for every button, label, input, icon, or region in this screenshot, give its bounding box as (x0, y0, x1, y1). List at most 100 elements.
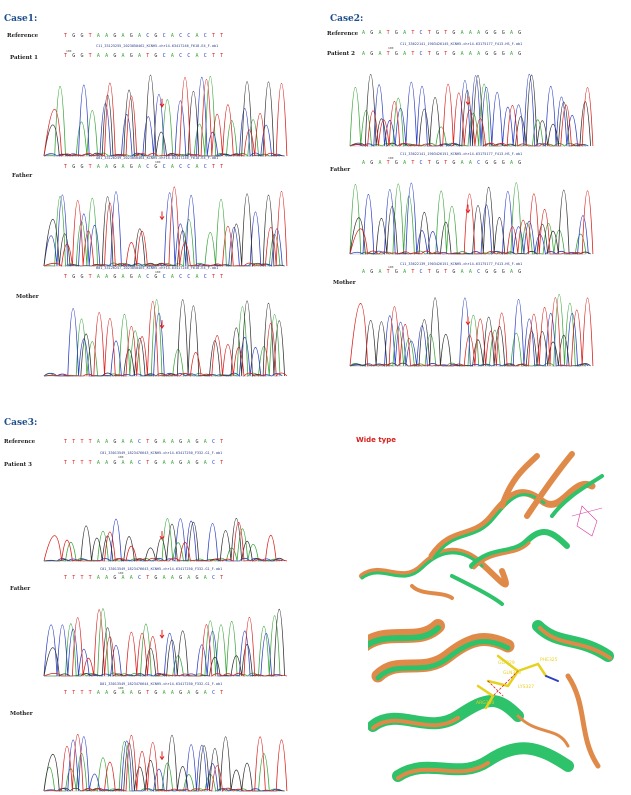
base-2: T (80, 460, 89, 466)
base-17: A (203, 460, 212, 466)
base-5: A (403, 51, 412, 57)
case1-patient-file: C11_33125255_2023050462_KCNH5-chr14-6341… (96, 44, 219, 48)
case2-patient-file: C11_33622141_1903426145_KCNH5-chr14-6317… (400, 42, 523, 46)
base-3: T (88, 575, 97, 581)
base-16: G (493, 30, 502, 36)
base-6: G (113, 33, 122, 39)
base-12: A (162, 690, 171, 696)
base-15: A (187, 439, 196, 445)
case2-patient-seq: AGATGATCTGTGAAAGGGAG (362, 51, 526, 57)
trace-line-1 (43, 308, 283, 377)
base-7: A (121, 460, 130, 466)
base-19: T (220, 460, 229, 466)
base-4: G (394, 160, 404, 166)
base-18: A (509, 160, 519, 166)
base-19: T (220, 164, 229, 170)
base-17: C (203, 164, 212, 170)
base-8: T (427, 51, 436, 57)
base-10: C (146, 33, 155, 39)
base-5: A (105, 460, 114, 466)
residue-label-phe325: PHE325 (540, 657, 558, 663)
base-2: T (80, 575, 89, 581)
base-9: G (435, 160, 445, 166)
base-14: G (179, 460, 188, 466)
base-19: G (518, 269, 527, 275)
base-17: A (203, 690, 212, 696)
case1-mother-chromatogram (43, 299, 288, 377)
base-12: A (162, 460, 171, 466)
base-0: T (64, 164, 73, 170)
base-3: T (88, 164, 97, 170)
case2-father-file: C11_33622141_1903426151_KCNH5-chr14-6317… (400, 152, 523, 156)
trace-line-3 (43, 734, 288, 792)
base-1: G (72, 53, 81, 59)
base-13: A (170, 460, 180, 466)
base-16: G (195, 439, 204, 445)
base-5: A (105, 53, 114, 59)
base-13: A (170, 53, 180, 59)
base-8: G (129, 33, 138, 39)
base-17: C (203, 33, 212, 39)
base-1: G (72, 164, 81, 170)
base-18: C (211, 439, 221, 445)
case3-father-chromatogram (43, 608, 288, 678)
base-7: A (121, 439, 130, 445)
base-0: T (64, 274, 73, 280)
case3-mother-label: Mother (10, 711, 33, 717)
case2-title: Case2: (330, 14, 364, 24)
variant-arrow-icon (465, 204, 471, 214)
base-2: A (378, 269, 387, 275)
trace-line-2 (43, 608, 285, 677)
base-18: C (211, 575, 221, 581)
base-19: G (518, 51, 527, 57)
base-12: A (162, 575, 171, 581)
trace-line-0 (43, 740, 281, 792)
base-6: G (113, 274, 122, 280)
base-1: G (370, 269, 379, 275)
base-7: C (419, 269, 428, 275)
base-11: G (154, 53, 163, 59)
base-6: G (113, 164, 122, 170)
base-7: C (419, 160, 428, 166)
base-3: T (386, 30, 395, 36)
base-13: A (170, 33, 180, 39)
variant-arrow-icon (465, 96, 471, 106)
base-15: C (187, 33, 196, 39)
base-16: G (493, 160, 502, 166)
base-13: A (468, 160, 478, 166)
base-7: C (419, 51, 428, 57)
base-0: A (362, 269, 371, 275)
case3-patient-label: Patient 3 (4, 462, 32, 468)
base-2: A (378, 51, 387, 57)
base-4: A (96, 53, 106, 59)
base-14: G (179, 575, 188, 581)
base-10: T (444, 160, 453, 166)
base-12: A (162, 439, 171, 445)
base-15: A (187, 460, 196, 466)
case2-reference-seq: AGATGATCTGTGAAAGGGAG (362, 30, 526, 36)
variant-arrow-icon (465, 316, 471, 326)
base-10: T (146, 690, 155, 696)
base-11: G (154, 690, 163, 696)
base-19: T (220, 690, 229, 696)
base-2: G (80, 164, 89, 170)
variant-arrow-icon (159, 751, 165, 761)
base-10: T (444, 30, 453, 36)
base-11: G (452, 269, 461, 275)
base-15: G (485, 269, 494, 275)
base-8: A (129, 575, 138, 581)
base-19: T (220, 53, 229, 59)
base-7: A (121, 690, 130, 696)
base-6: T (411, 30, 420, 36)
base-5: A (403, 30, 412, 36)
case1-mother-file: B01_33126257_2023050465_KCNH5-chr14-6341… (96, 266, 219, 270)
base-6: T (411, 269, 420, 275)
base-17: C (203, 53, 212, 59)
trace-line-3 (43, 186, 288, 267)
base-16: A (195, 274, 204, 280)
base-16: A (195, 164, 204, 170)
base-10: C (146, 164, 155, 170)
base-7: A (121, 274, 130, 280)
case1-mother-label: Mother (16, 294, 39, 300)
base-19: T (220, 274, 229, 280)
